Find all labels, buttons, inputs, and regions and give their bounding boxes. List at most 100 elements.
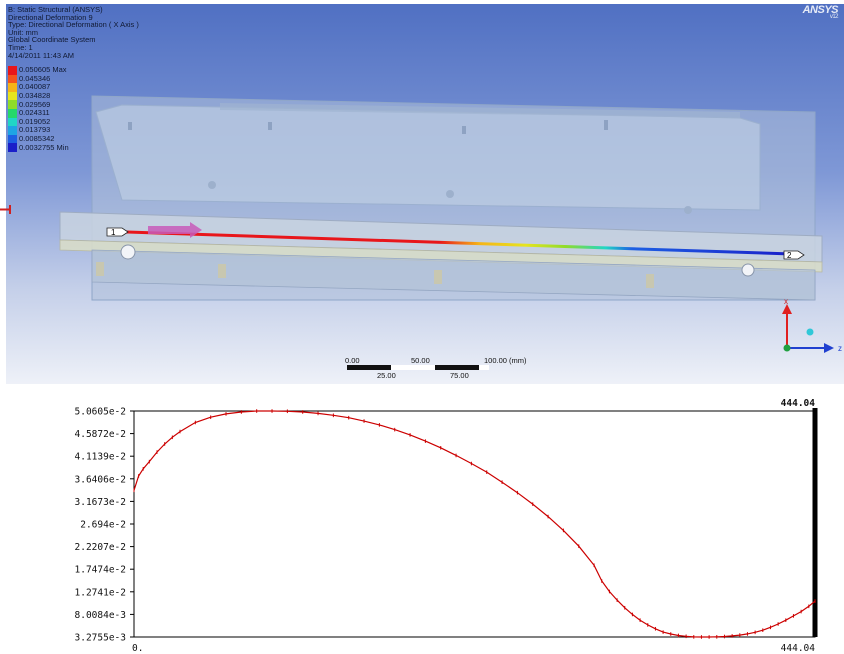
info-line-analysis: B: Static Structural (ANSYS) — [8, 5, 103, 14]
legend-value: 0.019052 — [19, 116, 51, 126]
legend-row: 0.045346 — [8, 73, 69, 84]
rail-foot — [646, 274, 654, 288]
legend-value: 0.050605 Max — [19, 65, 67, 75]
scale-segment — [391, 365, 435, 370]
triad-isometric-point[interactable] — [806, 328, 814, 336]
legend-value: 0.045346 — [19, 73, 51, 83]
path-start-marker: 1 — [106, 227, 129, 237]
legend-swatch — [8, 91, 17, 101]
housing-top-lip — [220, 103, 740, 118]
model-view[interactable]: 1 2 — [0, 0, 844, 384]
legend-swatch — [8, 66, 17, 75]
legend-row: 0.034828 — [8, 92, 69, 101]
info-line-type: Type: Directional Deformation ( X Axis ) — [8, 20, 139, 30]
legend-value: 0.0085342 — [19, 134, 55, 144]
rail-shaft — [59, 239, 823, 273]
bore-hole-left — [120, 244, 136, 260]
info-line-unit: Unit: mm — [8, 27, 38, 37]
housing-notch — [604, 120, 608, 130]
scale-label-25: 25.00 — [377, 371, 396, 380]
legend-swatch — [8, 108, 17, 118]
scale-label-0: 0.00 — [345, 356, 360, 365]
legend-value: 0.040087 — [19, 82, 51, 92]
housing-notch — [268, 122, 272, 130]
legend-swatch — [8, 126, 17, 135]
rail-foot — [96, 262, 104, 276]
brand-name: ANSYS — [802, 4, 839, 16]
legend-row: 0.024311 — [8, 109, 69, 118]
legend-swatch — [8, 100, 17, 109]
legend-value: 0.0032755 Min — [19, 142, 69, 152]
y-tick-label: 3.2755e-3 — [75, 633, 126, 644]
legend-row: 0.050605 Max — [8, 66, 69, 75]
y-tick-label: 8.0084e-3 — [75, 610, 126, 621]
y-tick-label: 5.0605e-2 — [75, 407, 126, 418]
path-start-label: 1 — [111, 228, 116, 237]
housing-notch — [462, 126, 466, 134]
rail-foot — [434, 270, 442, 284]
legend-swatch — [8, 83, 17, 92]
y-tick-label: 4.5872e-2 — [75, 429, 126, 440]
axis-triad[interactable]: x z — [770, 292, 844, 362]
path-end-label: 2 — [787, 251, 792, 260]
scale-label-75: 75.00 — [450, 371, 469, 380]
rail-foot — [218, 264, 226, 278]
legend-value: 0.024311 — [19, 108, 50, 118]
path-result-chart[interactable]: 5.0605e-2 4.5872e-2 4.1139e-2 3.6406e-2 3.16… — [0, 384, 844, 654]
y-tick-label: 4.1139e-2 — [75, 452, 126, 463]
path-end-marker: 2 — [783, 250, 805, 260]
series-line — [133, 410, 816, 638]
result-info-block: B: Static Structural (ANSYS) Directional… — [8, 6, 139, 59]
probe-marker-icon — [0, 205, 11, 214]
scale-label-50: 50.00 — [411, 356, 430, 365]
info-line-date: 4/14/2011 11:43 AM — [8, 50, 75, 60]
contour-legend[interactable]: 0.050605 Max 0.045346 0.040087 0.034828 0.02… — [8, 66, 69, 152]
housing-inner-panel — [95, 104, 761, 211]
viewport-top-edge — [0, 0, 844, 4]
triad-z-label: z — [838, 344, 842, 353]
legend-value: 0.029569 — [19, 99, 51, 109]
triad-origin — [783, 344, 791, 352]
scale-segment — [435, 365, 479, 370]
y-tick-label: 3.1673e-2 — [75, 497, 126, 508]
legend-value: 0.034828 — [19, 91, 51, 101]
legend-value: 0.013793 — [19, 125, 51, 135]
scale-label-100: 100.00 (mm) — [484, 356, 527, 365]
info-line-time: Time: 1 — [8, 42, 33, 52]
housing-notch — [128, 122, 132, 130]
legend-row: 0.013793 — [8, 126, 69, 135]
deformation-series — [133, 409, 816, 639]
y-tick-label: 3.6406e-2 — [75, 474, 126, 485]
chart-corner-label: 444.04 — [781, 398, 816, 409]
triad-x-arrow-icon — [782, 304, 792, 314]
rail-base — [91, 249, 816, 301]
brand-version: v12 — [829, 14, 839, 20]
triad-z-arrow-icon — [824, 343, 834, 353]
y-axis-ticks: 5.0605e-2 4.5872e-2 4.1139e-2 3.6406e-2 3.16… — [75, 407, 134, 644]
legend-swatch — [8, 74, 17, 84]
housing-hole — [208, 181, 216, 189]
y-tick-label: 2.694e-2 — [80, 520, 126, 531]
legend-swatch — [8, 134, 17, 144]
path-direction-arrow — [148, 222, 202, 238]
legend-swatch — [8, 117, 17, 127]
y-tick-label: 1.2741e-2 — [75, 587, 126, 598]
info-line-result: Directional Deformation 9 — [8, 12, 93, 22]
y-tick-label: 2.2207e-2 — [75, 542, 126, 553]
info-line-coordinate-system: Global Coordinate System — [8, 35, 96, 45]
scale-segment — [347, 365, 391, 370]
legend-row: 0.0032755 Min — [8, 143, 69, 152]
ansys-logo: ANSYS v12 — [802, 4, 839, 20]
housing-hole — [684, 206, 692, 214]
path-result-line — [125, 230, 793, 256]
graphics-viewport[interactable]: 1 2 B: Static Structural (ANSYS) Directi… — [0, 0, 844, 384]
legend-row: 0.040087 — [8, 83, 69, 92]
chart-plot-area — [133, 410, 816, 638]
x-tick-label: 444.04 — [781, 643, 816, 654]
legend-row: 0.0085342 — [8, 135, 69, 144]
legend-row: 0.029569 — [8, 100, 69, 109]
scale-bar: 0.00 50.00 100.00 (mm) 25.00 75.00 — [340, 356, 560, 384]
viewport-left-edge — [0, 0, 6, 384]
legend-swatch — [8, 143, 17, 152]
x-tick-label: 0. — [132, 643, 143, 654]
